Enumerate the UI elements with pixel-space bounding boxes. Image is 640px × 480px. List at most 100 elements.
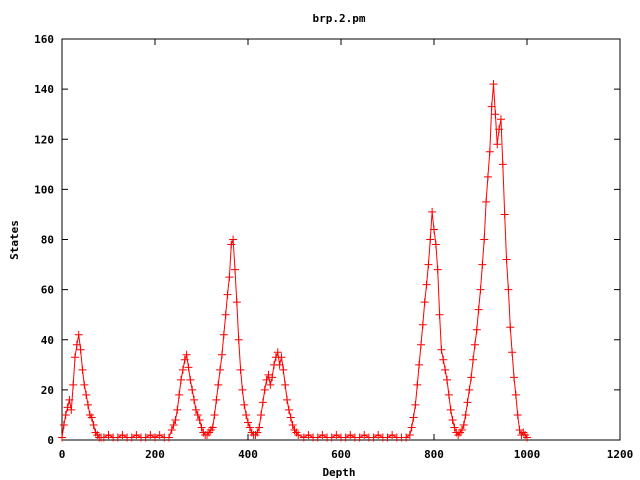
data-point	[416, 340, 425, 349]
data-point	[175, 390, 184, 399]
x-tick-label: 800	[424, 448, 444, 461]
data-point	[426, 235, 435, 244]
data-point	[476, 285, 485, 294]
data-point	[360, 430, 369, 439]
data-point	[470, 340, 479, 349]
data-point	[439, 355, 448, 364]
data-point	[186, 375, 195, 384]
data-point	[341, 433, 350, 442]
data-point	[223, 290, 232, 299]
data-point	[71, 353, 80, 362]
x-tick-label: 1200	[607, 448, 634, 461]
data-point	[208, 423, 217, 432]
data-point	[240, 400, 249, 409]
data-point	[388, 430, 397, 439]
data-point	[210, 410, 219, 419]
data-point	[443, 375, 452, 384]
data-point	[216, 365, 225, 374]
data-point	[65, 395, 74, 404]
chart-title: brp.2.pm	[313, 12, 366, 25]
data-point	[258, 398, 267, 407]
data-point	[478, 260, 487, 269]
data-point	[409, 413, 418, 422]
data-point	[127, 433, 136, 442]
data-point	[169, 420, 178, 429]
data-point	[173, 405, 182, 414]
data-point	[415, 360, 424, 369]
data-point	[78, 365, 87, 374]
data-point	[469, 355, 478, 364]
data-point	[480, 235, 489, 244]
plot-frame	[61, 38, 621, 441]
data-point	[266, 380, 275, 389]
y-tick-label: 160	[34, 33, 54, 46]
data-point	[465, 385, 474, 394]
x-tick-label: 1000	[514, 448, 541, 461]
data-point	[496, 115, 505, 124]
data-point	[346, 430, 355, 439]
data-point	[463, 398, 472, 407]
data-point	[446, 405, 455, 414]
data-point	[151, 433, 159, 442]
data-point	[219, 330, 228, 339]
data-point	[500, 210, 509, 219]
data-point	[84, 400, 93, 409]
data-point	[76, 345, 85, 354]
series-line	[61, 84, 528, 439]
data-point	[118, 430, 127, 439]
data-point	[212, 395, 221, 404]
data-point	[197, 423, 206, 432]
y-tick-label: 60	[41, 284, 54, 297]
y-tick-label: 80	[41, 234, 54, 247]
data-point	[257, 410, 266, 419]
data-point	[74, 330, 83, 339]
series-points	[58, 80, 531, 442]
data-point	[72, 340, 81, 349]
data-point	[67, 405, 76, 414]
data-point	[80, 380, 89, 389]
data-point	[294, 430, 303, 439]
data-point	[61, 410, 70, 419]
data-point	[279, 365, 288, 374]
data-point	[511, 390, 520, 399]
data-point	[146, 430, 155, 439]
data-point	[508, 348, 517, 357]
data-point	[214, 380, 223, 389]
x-tick-label: 0	[59, 448, 66, 461]
data-point	[474, 305, 483, 314]
data-point	[472, 325, 481, 334]
data-point	[113, 433, 122, 442]
data-point	[178, 365, 187, 374]
data-point	[286, 413, 295, 422]
x-tick-label: 200	[145, 448, 165, 461]
data-point	[155, 430, 164, 439]
data-point	[411, 400, 420, 409]
data-point	[482, 197, 491, 206]
data-point	[238, 385, 247, 394]
data-point	[177, 375, 186, 384]
data-point	[495, 125, 504, 134]
data-point	[413, 380, 422, 389]
data-point	[229, 235, 238, 244]
data-point	[487, 102, 496, 111]
data-point	[255, 423, 264, 432]
data-point	[523, 433, 531, 442]
data-point	[242, 410, 251, 419]
data-point	[513, 410, 522, 419]
x-axis-label: Depth	[322, 466, 355, 479]
data-point	[99, 433, 108, 442]
y-tick-label: 0	[47, 434, 54, 447]
data-point	[104, 430, 113, 439]
data-point	[89, 420, 98, 429]
x-tick-label: 600	[331, 448, 351, 461]
data-point	[431, 240, 440, 249]
data-point	[275, 360, 284, 369]
data-point	[277, 353, 286, 362]
y-tick-label: 100	[34, 183, 54, 196]
data-point	[190, 395, 199, 404]
data-point	[509, 373, 518, 382]
data-point	[180, 355, 189, 364]
data-point	[491, 110, 500, 119]
data-point	[281, 380, 290, 389]
data-point	[288, 420, 297, 429]
